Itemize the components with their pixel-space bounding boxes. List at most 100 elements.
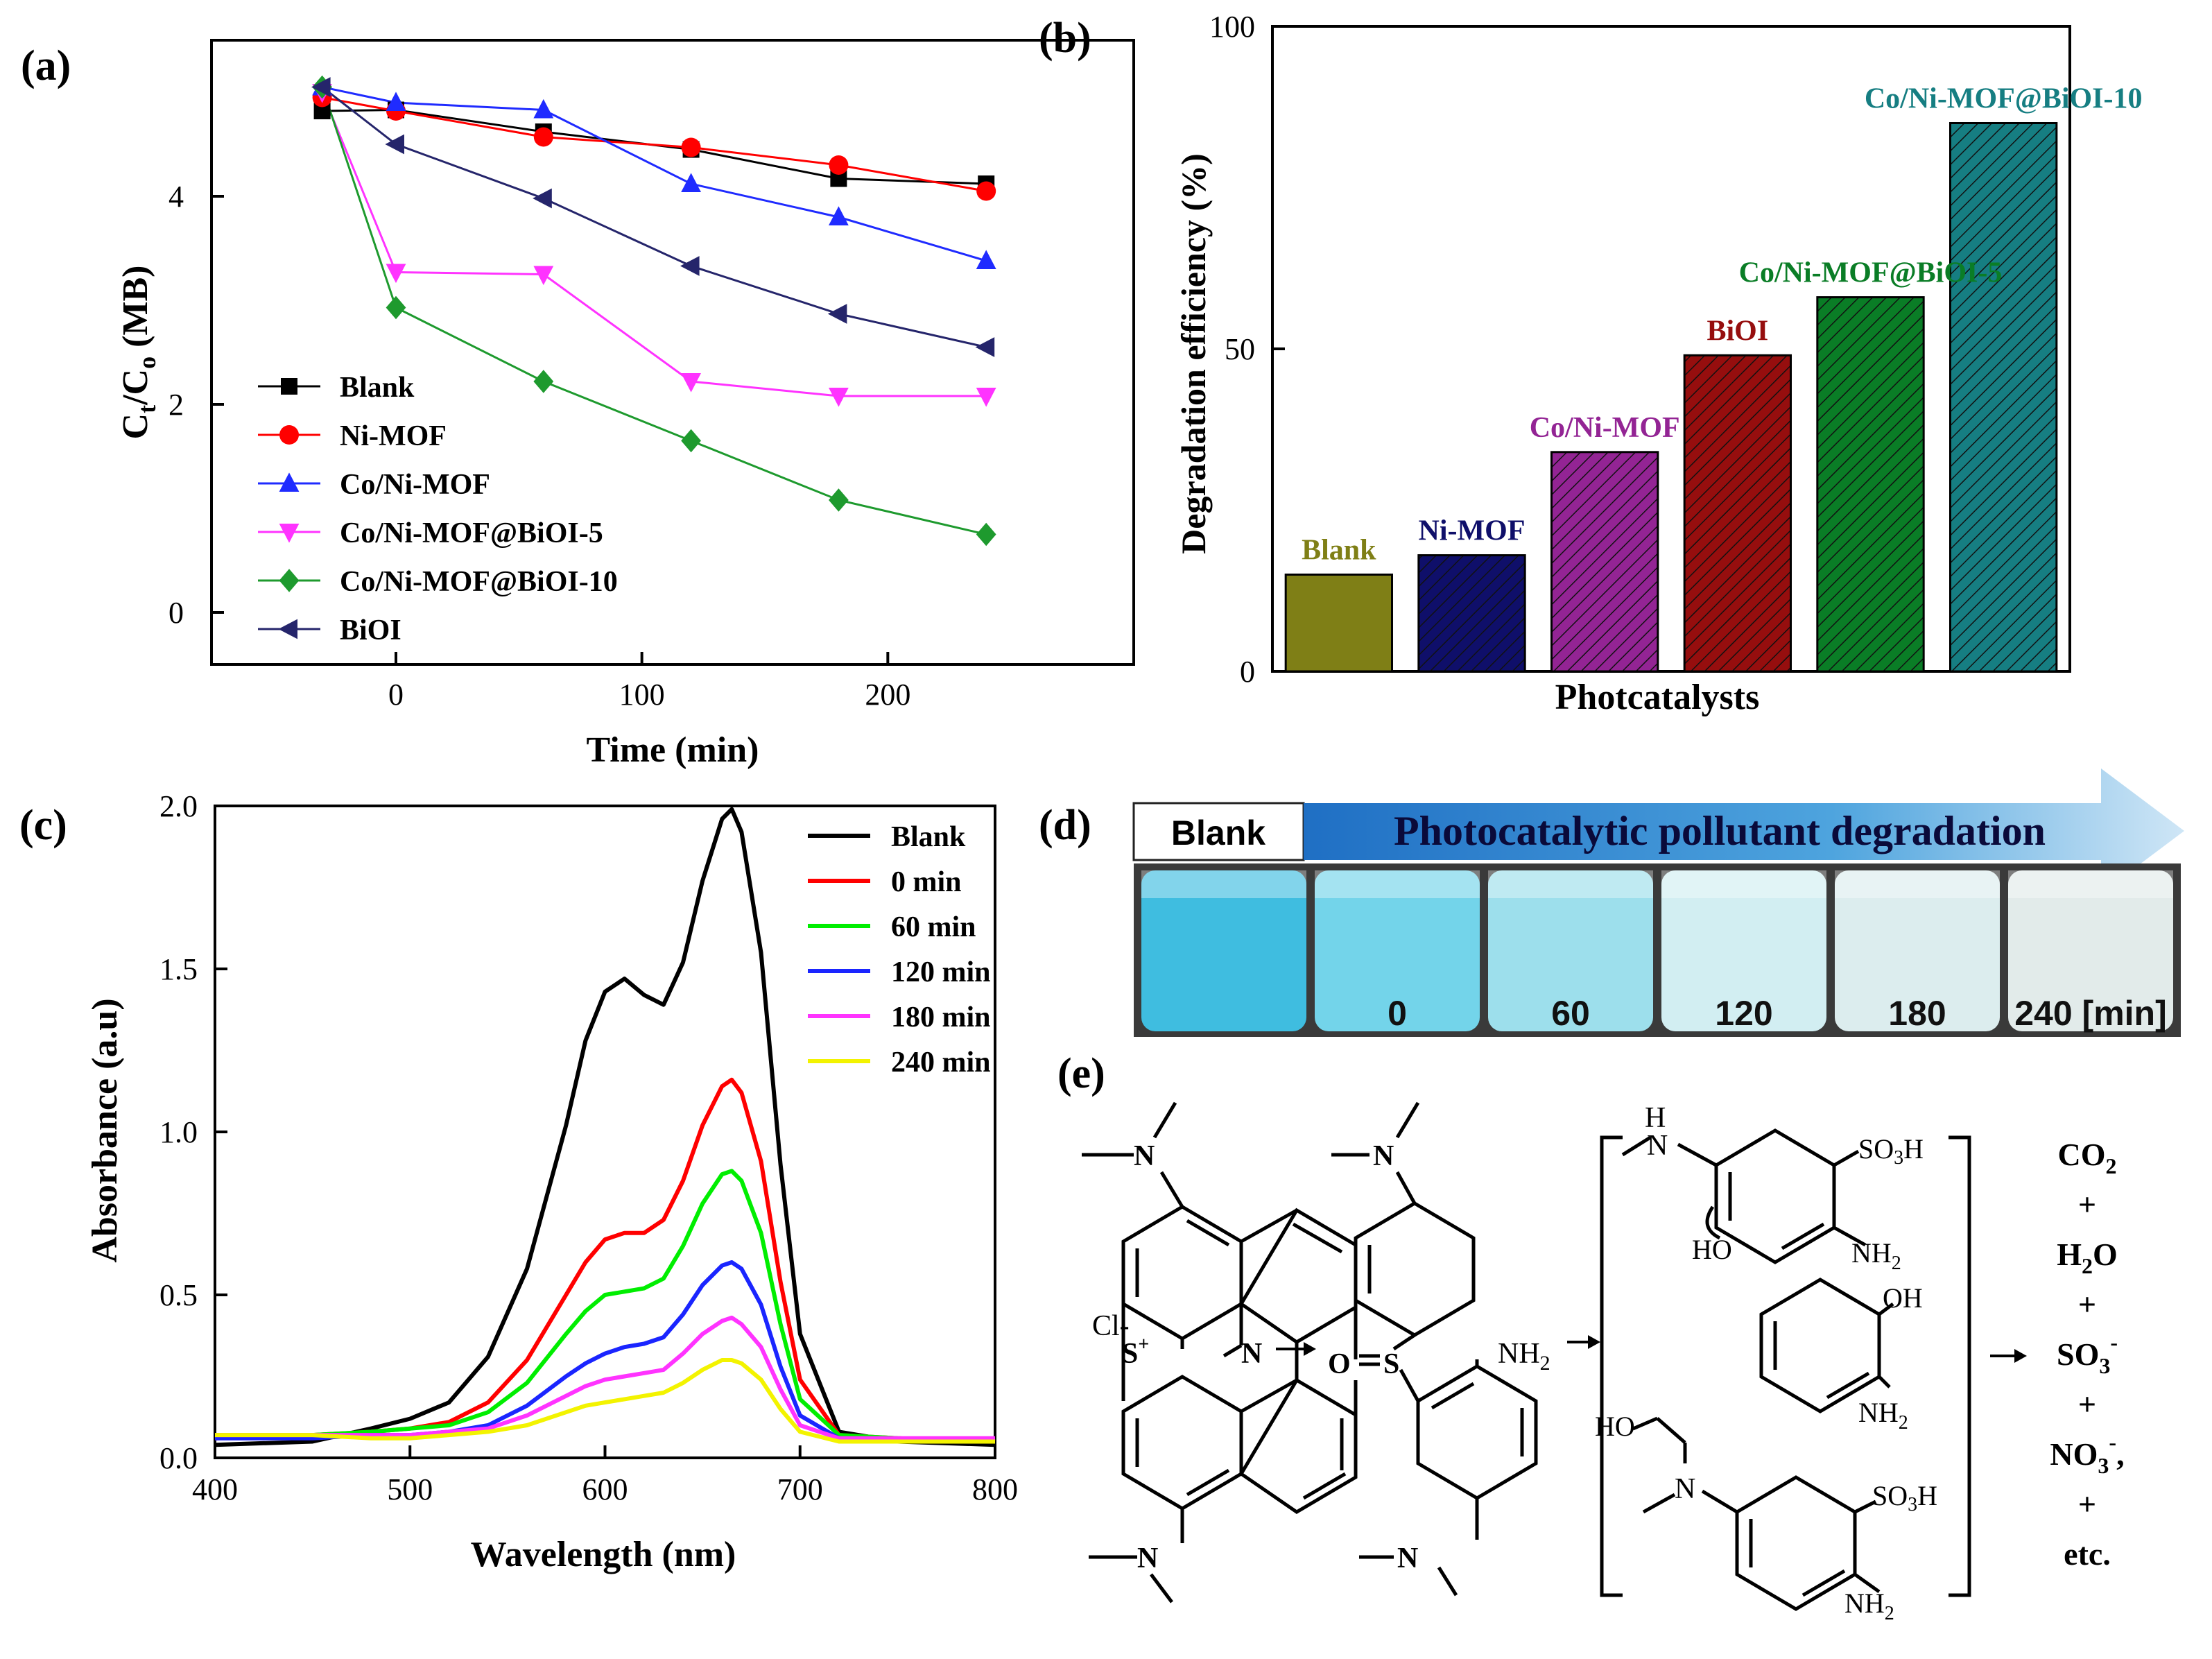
- c-legend-label: 60 min: [891, 911, 976, 943]
- b-ytick-label: 100: [1209, 10, 1255, 44]
- a-legend-marker: [279, 569, 300, 592]
- product-item: CO2: [2058, 1137, 2117, 1178]
- b-bar-Co/Ni-MOF@BiOI-5: [1816, 296, 1925, 673]
- a-point-Co/Ni-MOF@BiOI-10: [681, 429, 701, 453]
- product-item: H2O: [2057, 1237, 2118, 1278]
- c-legend-label: Blank: [891, 821, 966, 853]
- a-legend-marker: [278, 619, 297, 639]
- panel-c-ticks: 400 500 600 700 800 0.0 0.5 1.0 1.5 2.0: [159, 789, 1018, 1506]
- c-ytick-label: 1.5: [159, 952, 198, 986]
- panel-a-xlabel: Time (min): [587, 730, 759, 770]
- a-line-Co/Ni-MOF@BiOI-5: [321, 92, 987, 397]
- c-ytick-label: 0.5: [159, 1278, 198, 1312]
- a-legend-label: Co/Ni-MOF: [340, 469, 490, 501]
- panel-a-legend: Blank Ni-MOF Co/Ni-MOF Co/Ni-MOF@BiOI-5 Co/N…: [258, 372, 618, 646]
- product-item: SO3-: [2057, 1330, 2118, 1378]
- a-ytick-label: 2: [169, 388, 184, 422]
- degradation-arrow: [1304, 768, 2184, 893]
- a-legend-marker: [281, 378, 297, 395]
- a-ytick-label: 4: [169, 180, 184, 214]
- so3h-3: SO3H: [1872, 1480, 1937, 1515]
- vial: [1661, 870, 1826, 1031]
- panel-d-label: (d): [1039, 802, 1091, 849]
- vial: [1488, 870, 1653, 1031]
- vial-photo-bg: [1134, 863, 2181, 1037]
- n-3: N: [1675, 1473, 1695, 1505]
- arrow-2-head: [1588, 1335, 1600, 1349]
- a-xtick-label: 100: [619, 678, 665, 712]
- panel-c-frame: [214, 805, 996, 1459]
- a-point-Ni-MOF: [829, 155, 849, 175]
- vial: [1835, 870, 2000, 1031]
- a-line-Blank: [322, 108, 987, 185]
- panel-a-series-lines: [321, 86, 987, 535]
- a-point-Ni-MOF: [976, 181, 996, 201]
- c-xtick-label: 800: [972, 1472, 1018, 1506]
- sulfoxide-structure: [1331, 1101, 1538, 1597]
- vial-highlight: [1835, 870, 2000, 898]
- a-point-Ni-MOF: [533, 127, 553, 147]
- aminophenol-sulfonic-structure: [1621, 1128, 1867, 1264]
- sulfonium-label: S+: [1122, 1334, 1149, 1370]
- a-point-Co/Ni-MOF: [829, 206, 849, 225]
- a-point-BiOI: [385, 134, 404, 155]
- panel-c-series-lines: [214, 807, 996, 1447]
- a-point-Co/Ni-MOF@BiOI-5: [976, 388, 996, 407]
- product-item: +: [2078, 1287, 2096, 1322]
- vial-highlight: [1661, 870, 1826, 898]
- c-ytick-label: 1.0: [159, 1115, 198, 1149]
- b-bar-BiOI: [1683, 354, 1792, 673]
- panel-b: (b) 0 50 100 Blank Ni-MOF Co/Ni-MOF BiOI Co/Ni…: [1039, 10, 2143, 717]
- vial-time-label: 0: [1388, 994, 1407, 1033]
- vial: [1315, 870, 1480, 1031]
- so3h-1: SO3H: [1858, 1133, 1924, 1169]
- product-item: etc.: [2064, 1536, 2111, 1572]
- nh2-3: NH2: [1844, 1588, 1894, 1624]
- c-xtick-label: 500: [387, 1472, 433, 1506]
- panel-a-ticks: 0 100 200 0 2 4: [169, 180, 910, 712]
- a-legend-label: Ni-MOF: [340, 420, 447, 452]
- product-item: +: [2078, 1486, 2096, 1522]
- a-legend-label: Co/Ni-MOF@BiOI-10: [340, 566, 618, 598]
- a-line-Ni-MOF: [322, 96, 987, 192]
- vial-row: 0 60 120 180 240 [min]: [1141, 870, 2173, 1033]
- vial: [2008, 870, 2173, 1031]
- nh2-2: NH2: [1858, 1397, 1908, 1434]
- c-xtick-label: 700: [777, 1472, 823, 1506]
- panel-a-label: (a): [21, 42, 71, 89]
- panel-c-legend: Blank 0 min 60 min 120 min 180 min 240 min: [808, 821, 991, 1078]
- a-point-Co/Ni-MOF@BiOI-5: [533, 266, 554, 286]
- a-legend-label: Co/Ni-MOF@BiOI-5: [340, 517, 603, 549]
- a-point-Co/Ni-MOF@BiOI-10: [976, 522, 996, 547]
- panel-a: (a) 0 100 200 0 2 4 Blank Ni-MOF Co/Ni-MOF Co/Ni…: [21, 39, 1135, 770]
- oh-2: OH: [1883, 1282, 1923, 1314]
- product-item: NO3-,: [2050, 1429, 2124, 1478]
- bracket-left: [1600, 1135, 1623, 1597]
- product-item: +: [2078, 1187, 2096, 1222]
- c-line-Blank: [214, 807, 996, 1447]
- blank-box-label: Blank: [1171, 814, 1265, 852]
- a-point-BiOI: [975, 337, 995, 357]
- c-xtick-label: 400: [192, 1472, 238, 1506]
- a-xtick-label: 200: [865, 678, 910, 712]
- panel-b-xlabel: Photcatalysts: [1555, 678, 1760, 717]
- b-bar-label: Ni-MOF: [1419, 515, 1526, 547]
- a-legend-label: Blank: [340, 372, 415, 404]
- so-n-bottom: N: [1397, 1542, 1418, 1574]
- c-legend-label: 180 min: [891, 1002, 991, 1033]
- vial-highlight: [1488, 870, 1653, 898]
- ho-3: HO: [1595, 1411, 1635, 1442]
- a-legend-marker: [279, 472, 300, 492]
- a-point-Co/Ni-MOF@BiOI-5: [829, 388, 849, 407]
- c-xtick-label: 600: [582, 1472, 628, 1506]
- a-point-Co/Ni-MOF: [976, 250, 996, 269]
- c-ytick-label: 0.0: [159, 1441, 198, 1475]
- vial-time-label: 60: [1551, 994, 1590, 1033]
- hydroxymethyl-structure: [1632, 1416, 1881, 1611]
- panel-a-markers: [311, 75, 996, 547]
- nh-h: H: [1645, 1102, 1666, 1134]
- panel-b-bar-labels: Blank Ni-MOF Co/Ni-MOF BiOI Co/Ni-MOF@BiOI-5…: [1302, 83, 2142, 567]
- blank-box: [1132, 802, 1305, 861]
- panel-c-label: (c): [19, 802, 67, 849]
